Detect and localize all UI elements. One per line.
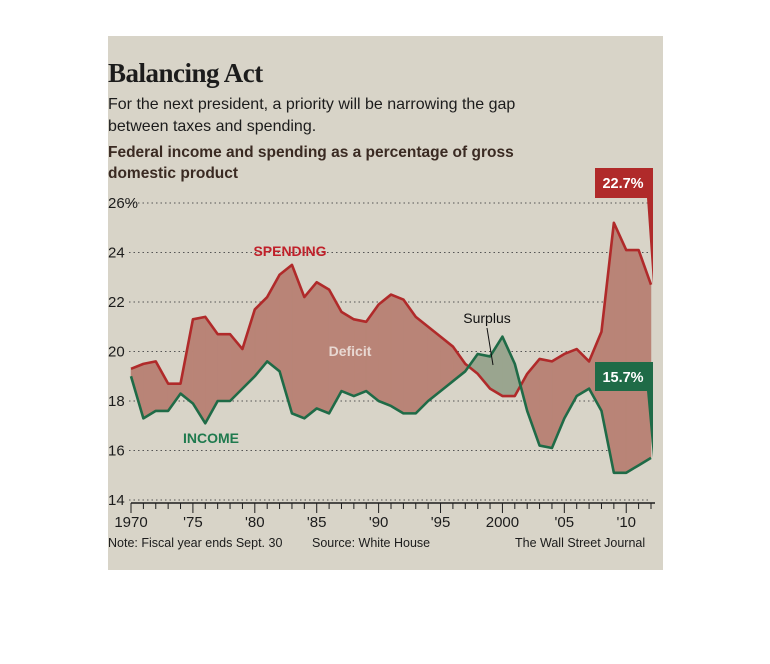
y-tick-label: 24 (108, 245, 125, 262)
y-tick-label: 18 (108, 393, 125, 410)
deficit-area (613, 222, 627, 474)
income-end-flag (595, 362, 653, 458)
chart-annotations: SPENDING INCOME Deficit Surplus 22.7% 15.7% (183, 168, 653, 458)
credit-line: The Wall Street Journal (515, 536, 646, 550)
deficit-area (539, 358, 553, 449)
x-tick-label: '85 (307, 514, 327, 531)
spending-end-flag (595, 168, 653, 285)
spending-line (130, 221, 653, 398)
deficit-area (403, 298, 417, 414)
deficit-area (427, 326, 441, 402)
deficit-area (155, 360, 169, 412)
x-tick-label: '80 (245, 514, 265, 531)
x-tick-label: 2000 (486, 514, 519, 531)
deficit-area (390, 294, 404, 414)
surplus-area (477, 353, 491, 390)
deficit-area (625, 249, 639, 474)
spending-label: SPENDING (253, 243, 326, 259)
surplus-area (502, 336, 516, 397)
deficit-area (143, 361, 157, 419)
x-tick-label: '90 (369, 514, 389, 531)
deficit-area (378, 294, 392, 407)
deficit-area (316, 281, 330, 414)
x-tick-label: '95 (431, 514, 451, 531)
x-tick-label: '05 (555, 514, 575, 531)
deficit-area (291, 264, 305, 419)
x-tick-label: '10 (616, 514, 636, 531)
series-lines (129, 221, 653, 475)
y-tick-label: 16 (108, 443, 125, 460)
income-end-value: 15.7% (602, 370, 643, 386)
chart-title: Balancing Act (108, 58, 263, 88)
income-line (129, 335, 652, 475)
chart-subtitle: For the next president, a priority will … (108, 96, 516, 135)
x-tick-label: '75 (183, 514, 203, 531)
source-note: Source: White House (312, 536, 431, 550)
y-tick-label: 20 (108, 344, 125, 361)
x-axis: 1970 '75 '80 '85 '90 '95 2000 '05 '10 (114, 502, 655, 531)
income-label: INCOME (183, 430, 239, 446)
y-tick-label: 14 (108, 492, 125, 509)
surplus-pointer (486, 327, 494, 366)
x-tick-label: 1970 (114, 514, 147, 531)
y-tick-label: 22 (108, 294, 125, 311)
spending-end-value: 22.7% (602, 176, 643, 192)
footnote: Note: Fiscal year ends Sept. 30 (108, 536, 283, 550)
deficit-area (217, 333, 231, 402)
deficit-area (304, 281, 317, 419)
deficit-area (266, 273, 280, 372)
deficit-label: Deficit (329, 343, 372, 359)
y-tick-label: 26% (108, 195, 138, 212)
chart-description: Federal income and spending as a percent… (108, 144, 514, 182)
gap-fills (130, 222, 652, 474)
surplus-label: Surplus (463, 310, 510, 326)
deficit-area (415, 316, 429, 414)
